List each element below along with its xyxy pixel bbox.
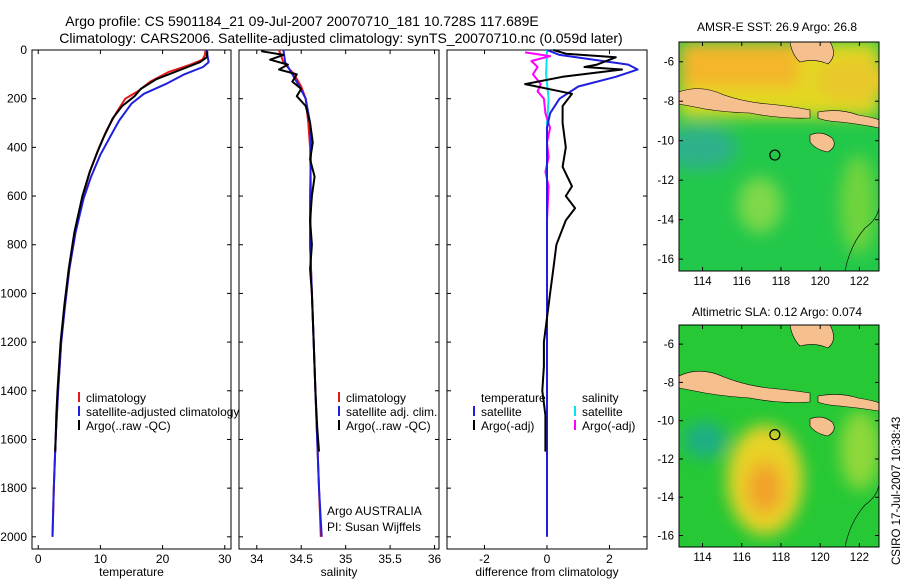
depth-tick-label: 1400 bbox=[0, 384, 27, 398]
legend-label: satellite adj. clim. bbox=[346, 405, 437, 419]
header-line-2: Climatology: CARS2006. Satellite-adjuste… bbox=[59, 30, 622, 46]
sla-map-lon-tick-label: 120 bbox=[811, 552, 830, 564]
salinity-x-tick-label: 36 bbox=[428, 552, 442, 566]
sst-map-lat-tick-label: -8 bbox=[664, 96, 674, 108]
depth-tick-label: 1000 bbox=[0, 286, 27, 300]
pi-credit: PI: Susan Wijffels bbox=[327, 520, 421, 534]
sla-map-lon-tick-label: 122 bbox=[850, 552, 869, 564]
sla-map-lat-tick-label: -6 bbox=[664, 339, 674, 351]
salinity-x-axis-label: salinity bbox=[321, 565, 358, 579]
sla-java-land bbox=[679, 370, 811, 403]
sst-contour bbox=[844, 204, 879, 271]
depth-tick-label: 600 bbox=[7, 189, 27, 203]
sst-map-title: AMSR-E SST: 26.9 Argo: 26.8 bbox=[697, 20, 857, 34]
sla-map: Altimetric SLA: 0.12 Argo: 0.074 114 116 1… bbox=[657, 305, 880, 564]
sst-map-lon-tick-label: 118 bbox=[772, 276, 790, 288]
sla-map-lat-tick-label: -8 bbox=[664, 377, 674, 389]
sst-borneo-land bbox=[789, 42, 834, 65]
temperature-x-tick-label: 20 bbox=[156, 552, 170, 566]
temperature-plot-area bbox=[31, 49, 232, 550]
legend-label: Argo(-adj) bbox=[481, 419, 534, 433]
salinity-plot-area bbox=[238, 49, 440, 550]
depth-tick-label: 800 bbox=[7, 238, 27, 252]
sst-map-lon-tick-label: 114 bbox=[693, 276, 712, 288]
depth-tick-label: 400 bbox=[7, 140, 27, 154]
legend-header-salinity: salinity bbox=[582, 391, 619, 405]
difference-series-argo-adj bbox=[524, 49, 623, 452]
salinity-x-tick-label: 34.5 bbox=[290, 552, 314, 566]
sla-map-lon-tick-label: 114 bbox=[693, 552, 712, 564]
sst-map-lon-tick-label: 120 bbox=[811, 276, 830, 288]
sla-map-lat-tick-label: -10 bbox=[657, 416, 674, 428]
legend-label: satellite-adjusted climatology bbox=[86, 405, 239, 419]
salinity-series-argo-raw-qc bbox=[261, 50, 320, 452]
temperature-panel: 0 10 20 30 0 200 400 600 800 1000 1200 1400 1600 1800… bbox=[0, 43, 239, 579]
legend-header-temperature: temperature bbox=[481, 391, 546, 405]
sst-map: AMSR-E SST: 26.9 Argo: 26.8 114 116 118 120… bbox=[657, 20, 880, 288]
sst-island-land bbox=[817, 110, 879, 129]
csiro-timestamp: CSIRO 17-Jul-2007 10:38:43 bbox=[891, 416, 900, 565]
depth-tick-label: 1600 bbox=[0, 432, 27, 446]
sla-map-lat-tick-label: -12 bbox=[657, 454, 674, 466]
sst-sumbawa-land bbox=[809, 132, 835, 153]
depth-tick-label: 1800 bbox=[0, 481, 27, 495]
argo-australia-credit: Argo AUSTRALIA bbox=[327, 504, 422, 518]
sla-sumbawa-land bbox=[809, 416, 835, 437]
temperature-series-argo-raw-qc bbox=[54, 51, 209, 452]
temperature-x-tick-label: 0 bbox=[35, 552, 42, 566]
legend-label: climatology bbox=[346, 391, 406, 405]
sla-map-lat-tick-label: -16 bbox=[657, 531, 674, 543]
depth-tick-label: 200 bbox=[7, 92, 27, 106]
legend-label: Argo(..raw -QC) bbox=[346, 419, 431, 433]
temperature-x-tick-label: 10 bbox=[94, 552, 108, 566]
temperature-x-tick-label: 30 bbox=[218, 552, 232, 566]
difference-series-satellite bbox=[546, 49, 639, 537]
sst-map-lat-tick-label: -12 bbox=[657, 175, 674, 187]
sst-map-float-marker bbox=[769, 149, 781, 161]
sst-map-lat-tick-label: -6 bbox=[664, 57, 674, 69]
sst-map-lat-tick-label: -16 bbox=[657, 254, 674, 266]
difference-x-tick-label: 0 bbox=[544, 552, 551, 566]
sst-map-lat-tick-label: -14 bbox=[657, 215, 674, 227]
depth-tick-label: 2000 bbox=[0, 530, 27, 544]
header-line-1: Argo profile: CS 5901184_21 09-Jul-2007 … bbox=[65, 13, 539, 29]
salinity-x-tick-label: 35.5 bbox=[378, 552, 402, 566]
difference-x-axis-label: difference from climatology bbox=[475, 565, 618, 579]
salinity-panel: 34 34.5 35 35.5 36 salinity climatologysatelli… bbox=[238, 49, 442, 579]
sla-borneo-land bbox=[789, 325, 834, 349]
difference-x-tick-label: 2 bbox=[606, 552, 613, 566]
sst-map-lat-tick-label: -10 bbox=[657, 136, 674, 148]
legend-label: satellite bbox=[481, 405, 522, 419]
sla-map-lon-tick-label: 116 bbox=[733, 552, 751, 564]
sla-map-float-marker bbox=[769, 429, 781, 441]
depth-tick-label: 0 bbox=[20, 43, 27, 57]
depth-tick-label: 1200 bbox=[0, 335, 27, 349]
sla-map-lon-tick-label: 118 bbox=[772, 552, 790, 564]
sst-java-land bbox=[679, 88, 811, 119]
sla-map-title: Altimetric SLA: 0.12 Argo: 0.074 bbox=[692, 305, 862, 319]
salinity-x-tick-label: 34 bbox=[250, 552, 264, 566]
legend-label: satellite bbox=[582, 405, 623, 419]
sla-map-lat-tick-label: -14 bbox=[657, 492, 674, 504]
sla-island-land bbox=[817, 394, 879, 412]
difference-x-tick-label: -2 bbox=[479, 552, 490, 566]
temperature-x-axis-label: temperature bbox=[99, 565, 164, 579]
sst-map-lon-tick-label: 122 bbox=[850, 276, 869, 288]
legend-label: Argo(..raw -QC) bbox=[86, 419, 171, 433]
legend-label: Argo(-adj) bbox=[582, 419, 635, 433]
sla-contour bbox=[844, 481, 879, 547]
sst-map-lon-tick-label: 116 bbox=[733, 276, 751, 288]
legend-label: climatology bbox=[86, 391, 146, 405]
salinity-x-tick-label: 35 bbox=[339, 552, 353, 566]
